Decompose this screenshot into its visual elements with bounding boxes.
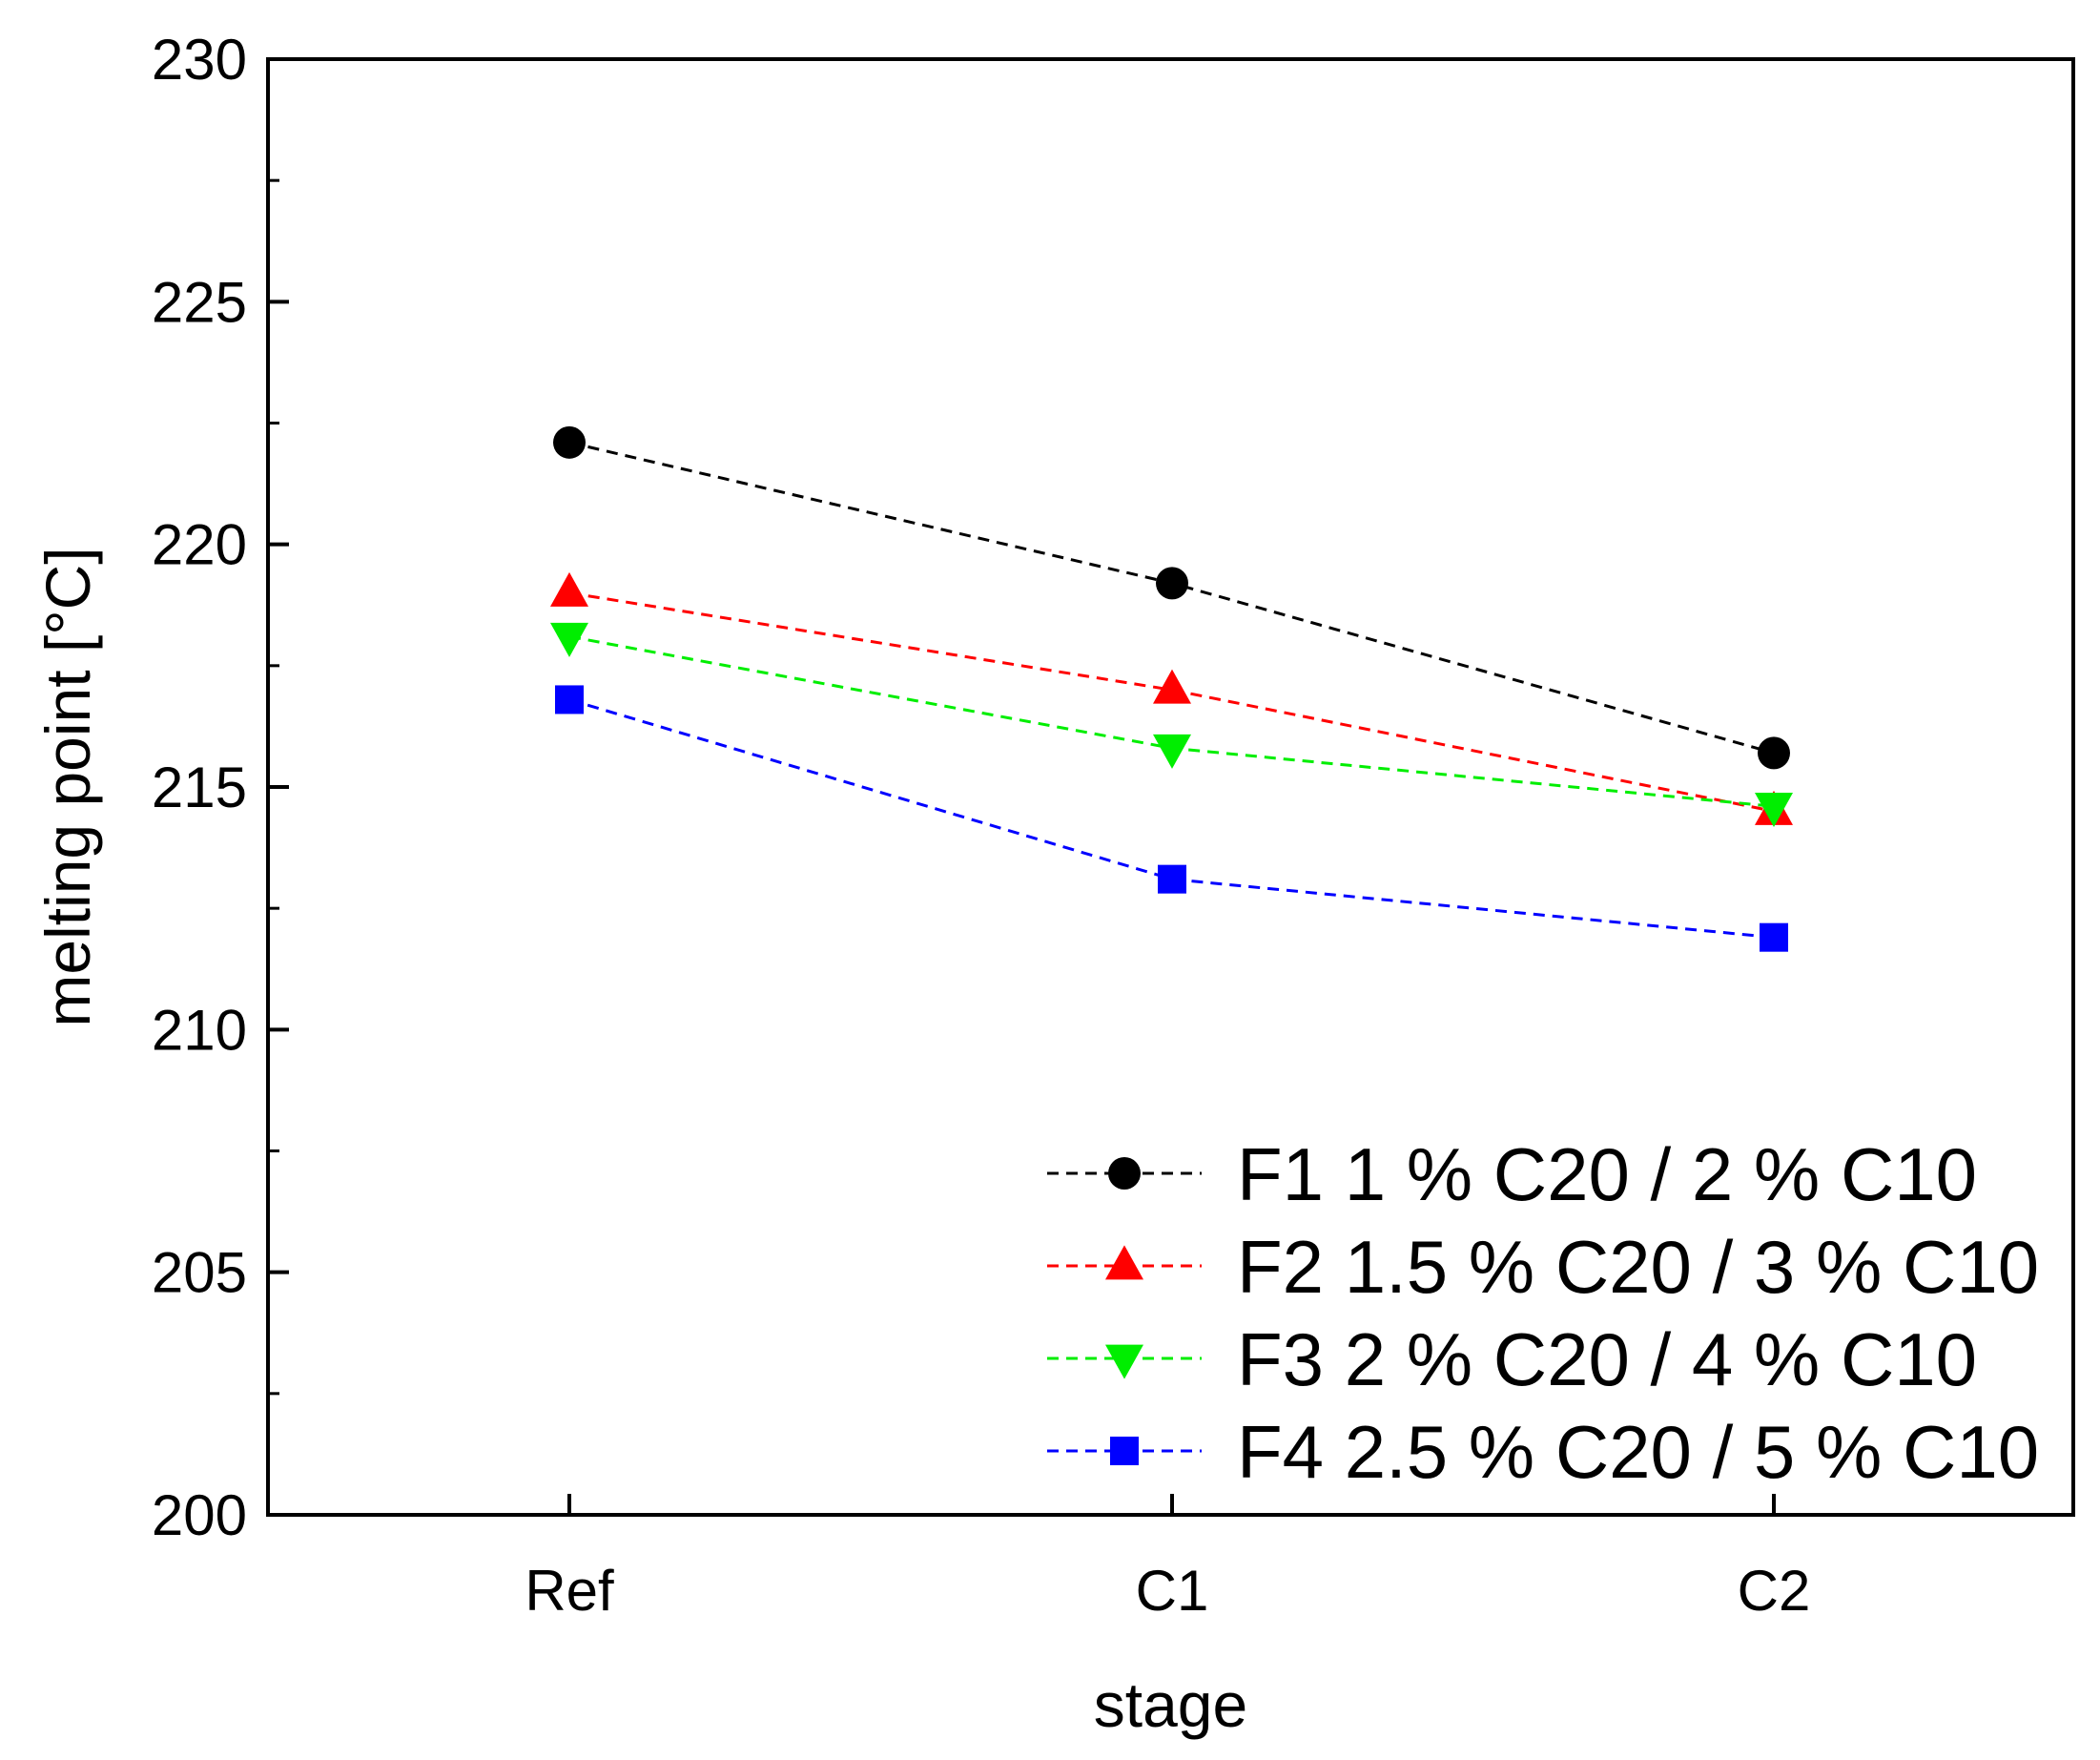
data-point bbox=[1758, 736, 1790, 770]
x-tick-label: C2 bbox=[1738, 1559, 1811, 1623]
data-point bbox=[1755, 792, 1793, 827]
legend-marker bbox=[1105, 1245, 1143, 1280]
data-point bbox=[1158, 864, 1186, 894]
series-line bbox=[568, 698, 1775, 940]
plot-area bbox=[550, 425, 1793, 952]
y-tick-label: 220 bbox=[152, 513, 247, 577]
legend-marker bbox=[1110, 1437, 1139, 1465]
legend-label: F2 1.5 % C20 / 3 % C10 bbox=[1237, 1225, 2039, 1309]
data-point bbox=[1153, 669, 1191, 704]
x-axis-title: stage bbox=[1094, 1669, 1247, 1740]
axes: 200 205 210 215 220 225 230 Ref C1 C2 bbox=[152, 28, 2075, 1623]
y-tick-label: 215 bbox=[152, 756, 247, 819]
data-point bbox=[1760, 922, 1788, 952]
y-tick-label: 200 bbox=[152, 1483, 247, 1547]
data-point bbox=[550, 622, 588, 657]
y-tick-label: 225 bbox=[152, 270, 247, 334]
y-tick-label: 210 bbox=[152, 998, 247, 1062]
series-line bbox=[568, 634, 1775, 808]
data-point bbox=[553, 425, 586, 459]
legend-label: F3 2 % C20 / 4 % C10 bbox=[1237, 1317, 1977, 1401]
y-tick-label: 205 bbox=[152, 1241, 247, 1305]
data-point bbox=[1156, 567, 1188, 600]
x-tick-label: C1 bbox=[1136, 1559, 1209, 1623]
legend-marker bbox=[1105, 1344, 1143, 1379]
x-tick-label: Ref bbox=[525, 1559, 614, 1623]
legend-label: F4 2.5 % C20 / 5 % C10 bbox=[1237, 1410, 2039, 1494]
y-axis-title: melting point [°C] bbox=[32, 547, 103, 1026]
y-tick-label: 230 bbox=[152, 28, 247, 92]
legend-marker bbox=[1108, 1157, 1141, 1190]
legend-label: F1 1 % C20 / 2 % C10 bbox=[1237, 1132, 1977, 1216]
legend: F1 1 % C20 / 2 % C10 F2 1.5 % C20 / 3 % C… bbox=[1047, 1132, 2039, 1494]
data-point bbox=[1153, 734, 1191, 769]
data-point bbox=[555, 685, 584, 714]
data-point bbox=[550, 571, 588, 607]
